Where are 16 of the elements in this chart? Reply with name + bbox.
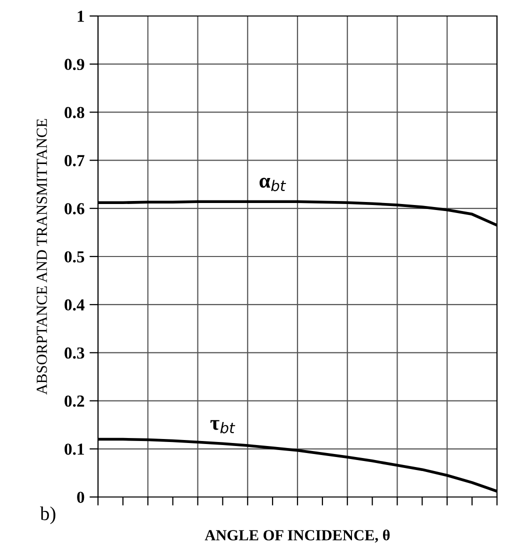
text: b): [40, 506, 56, 524]
y-tick-label: 1: [78, 10, 84, 22]
y-tick-label: 0.8: [64, 106, 84, 118]
y-tick-label: 0.7: [64, 155, 84, 166]
y-axis-title: ABSORPTANCE AND TRANSMITTANCE: [36, 118, 47, 395]
y-tick-label: 0.2: [64, 396, 84, 407]
y-tick-label: 0.5: [64, 251, 84, 263]
x-axis-title: ANGLE OF INCIDENCE, θ: [204, 530, 390, 543]
annotation: τ$_{bt}$: [210, 420, 236, 434]
y-tick-label: 0: [77, 492, 84, 503]
y-tick-label: 0.1: [64, 444, 84, 455]
y-tick-label: 0.6: [64, 203, 84, 214]
y-tick-label: 0.3: [64, 347, 84, 359]
y-tick-label: 0.4: [64, 299, 84, 311]
y-tick-label: 0.9: [64, 58, 84, 70]
annotation: α$_{bt}$: [260, 178, 286, 192]
